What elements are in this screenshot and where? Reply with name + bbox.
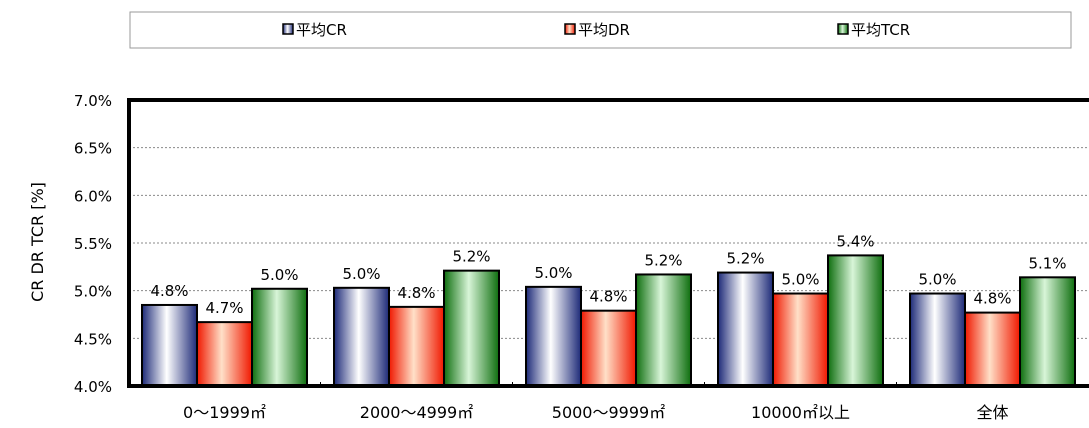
data-labels: 4.8% 4.7% 5.0% 5.0% 4.8% 5.2% 5.0% 4.8% 5.2% 5.2%… [150, 232, 1066, 317]
data-label: 5.0% [534, 264, 572, 282]
bar [1019, 276, 1076, 388]
data-label: 5.2% [726, 250, 764, 268]
bar [580, 309, 637, 388]
data-label: 4.8% [150, 282, 188, 300]
bar [251, 287, 308, 388]
data-label: 5.0% [342, 265, 380, 283]
y-tick-label: 6.0% [74, 187, 112, 205]
bar [964, 311, 1021, 387]
x-axis-ticks: 0〜1999㎡ 2000〜4999㎡ 5000〜9999㎡ 10000㎡以上 全体 [183, 382, 1009, 422]
x-tick-label: 5000〜9999㎡ [552, 403, 665, 422]
legend-label: 平均TCR [851, 21, 910, 39]
x-tick-label: 2000〜4999㎡ [360, 403, 473, 422]
data-label: 4.8% [973, 290, 1011, 308]
bar [333, 286, 390, 388]
bar [196, 321, 253, 388]
x-tick-label: 10000㎡以上 [751, 403, 850, 422]
data-label: 5.2% [452, 248, 490, 266]
data-label: 5.0% [918, 271, 956, 289]
bar [635, 273, 692, 387]
data-label: 5.4% [836, 232, 874, 250]
y-tick-label: 5.0% [74, 283, 112, 301]
y-tick-label: 5.5% [74, 235, 112, 253]
bar [388, 305, 445, 387]
bar [717, 271, 774, 388]
x-tick-label: 0〜1999㎡ [183, 403, 266, 422]
legend-swatch [837, 23, 849, 35]
legend-swatch [282, 23, 294, 35]
legend: 平均CR 平均DR 平均TCR [282, 21, 910, 39]
data-label: 4.8% [589, 288, 627, 306]
legend-swatch [564, 23, 576, 35]
legend-label: 平均CR [296, 21, 347, 39]
x-tick-label: 全体 [976, 403, 1008, 422]
data-label: 4.8% [397, 284, 435, 302]
bar [141, 303, 198, 388]
bars [141, 254, 1076, 388]
bar [772, 292, 829, 388]
data-label: 4.7% [205, 299, 243, 317]
data-label: 5.2% [644, 251, 682, 269]
y-tick-label: 4.0% [74, 378, 112, 396]
y-tick-label: 6.5% [74, 140, 112, 158]
data-label: 5.0% [781, 271, 819, 289]
bar [909, 292, 966, 388]
bar [525, 285, 582, 387]
y-axis-ticks: 4.0% 4.5% 5.0% 5.5% 6.0% 6.5% 7.0% [74, 92, 112, 396]
legend-label: 平均DR [578, 21, 630, 39]
data-label: 5.1% [1028, 254, 1066, 272]
data-label: 5.0% [260, 266, 298, 284]
y-tick-label: 7.0% [74, 92, 112, 110]
y-axis-title: CR DR TCR [%] [28, 182, 47, 302]
y-tick-label: 4.5% [74, 330, 112, 348]
bar [827, 254, 884, 387]
bar [443, 269, 500, 387]
plot-frame [127, 98, 1089, 388]
